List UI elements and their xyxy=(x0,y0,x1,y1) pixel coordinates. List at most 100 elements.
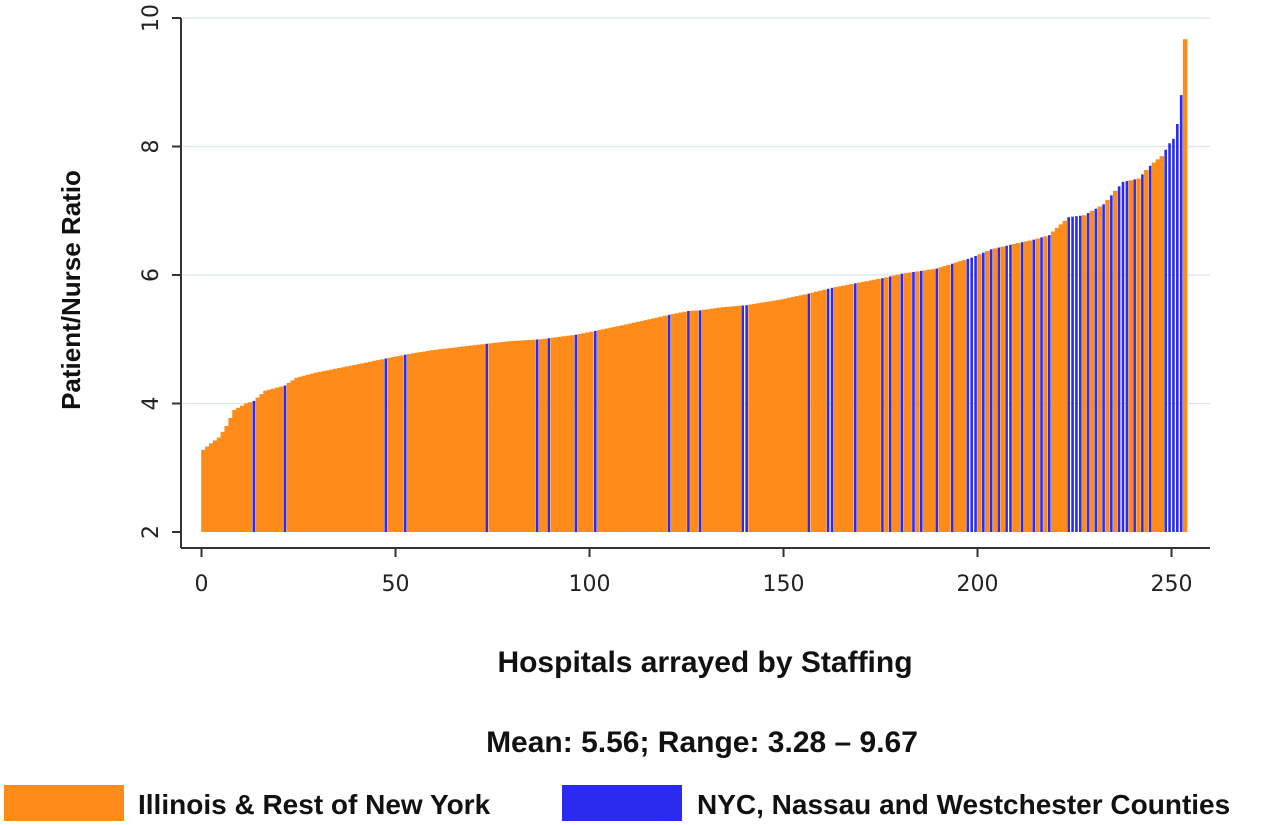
bar-hospital-100 xyxy=(585,332,590,532)
bar-hospital-135 xyxy=(721,307,726,533)
chart-subtitle: Mean: 5.56; Range: 3.28 – 9.67 xyxy=(486,726,918,759)
bar-nyc-hospital-14 xyxy=(252,400,256,532)
bar-hospital-12 xyxy=(243,403,249,532)
bar-hospital-114 xyxy=(639,320,645,532)
bar-nyc-hospital-224 xyxy=(1067,217,1070,533)
bar-nyc-hospital-126 xyxy=(687,310,690,532)
bar-hospital-156 xyxy=(802,294,808,532)
bar-hospital-98 xyxy=(577,333,583,532)
bar-hospital-35 xyxy=(333,368,338,532)
bar-hospital-234 xyxy=(1105,199,1110,532)
bar-hospital-77 xyxy=(496,342,501,532)
bar-hospital-28 xyxy=(305,374,311,532)
bar-hospital-165 xyxy=(837,286,842,532)
bar-hospital-210 xyxy=(1012,243,1017,532)
bar-hospital-172 xyxy=(864,281,870,532)
bar-hospital-15 xyxy=(255,397,260,532)
y-tick-label-4: 4 xyxy=(139,397,164,411)
bar-nyc-hospital-178 xyxy=(888,276,892,532)
bar-hospital-56 xyxy=(414,352,420,532)
bar-hospital-155 xyxy=(798,295,804,532)
bar-nyc-hospital-97 xyxy=(574,334,578,532)
legend-swatch-blue xyxy=(562,785,682,821)
bar-hospital-109 xyxy=(620,325,625,532)
bar-hospital-124 xyxy=(678,312,683,532)
bar-nyc-hospital-202 xyxy=(982,252,985,532)
bar-hospital-19 xyxy=(271,388,276,532)
bar-hospital-112 xyxy=(631,322,637,532)
x-ticks: 0 50 100 150 200 250 xyxy=(195,548,1193,597)
bar-hospital-91 xyxy=(550,337,555,532)
y-tick-label-8: 8 xyxy=(139,140,164,154)
bar-hospital-41 xyxy=(356,364,361,532)
bar-nyc-hospital-102 xyxy=(594,330,597,532)
bar-hospital-174 xyxy=(872,279,877,532)
bar-hospital-154 xyxy=(794,296,800,532)
bar-nyc-hospital-199 xyxy=(970,257,973,532)
bar-hospital-153 xyxy=(790,296,796,532)
bar-hospital-71 xyxy=(472,345,478,532)
bar-hospital-170 xyxy=(856,282,862,532)
bar-hospital-213 xyxy=(1023,241,1029,532)
bar-hospital-3 xyxy=(208,443,214,532)
bar-hospital-164 xyxy=(833,287,839,532)
bar-hospital-105 xyxy=(604,328,610,532)
bar-hospital-17 xyxy=(263,390,268,532)
bar-hospital-107 xyxy=(612,326,617,532)
bar-hospital-20 xyxy=(274,387,280,532)
bar-hospital-228 xyxy=(1081,215,1087,532)
y-axis-label: Patient/Nurse Ratio xyxy=(56,170,86,410)
bar-hospital-118 xyxy=(655,317,660,532)
bar-hospital-142 xyxy=(748,304,753,532)
bar-hospital-123 xyxy=(674,313,680,532)
bar-hospital-16 xyxy=(259,394,264,532)
bar-hospital-34 xyxy=(329,369,334,532)
y-tick-label-10: 10 xyxy=(139,4,164,32)
bar-nyc-hospital-251 xyxy=(1172,138,1175,533)
bar-hospital-38 xyxy=(344,366,350,532)
bar-hospital-189 xyxy=(930,269,936,532)
bar-hospital-132 xyxy=(709,308,714,532)
bar-hospital-37 xyxy=(340,367,346,532)
bar-hospital-60 xyxy=(430,350,435,532)
bar-hospital-246 xyxy=(1151,162,1157,532)
bar-hospital-138 xyxy=(732,306,738,532)
x-tick-label-200: 200 xyxy=(957,572,999,597)
bar-hospital-26 xyxy=(298,376,303,532)
bar-hospital-128 xyxy=(693,310,699,532)
bar-hospital-139 xyxy=(736,305,742,532)
bar-nyc-hospital-253 xyxy=(1179,95,1183,532)
bars xyxy=(201,39,1188,533)
bar-hospital-175 xyxy=(876,278,881,532)
bar-hospital-61 xyxy=(434,349,439,532)
bar-hospital-62 xyxy=(437,349,443,532)
bar-hospital-211 xyxy=(1016,243,1021,532)
bar-hospital-7 xyxy=(224,425,229,532)
bar-hospital-50 xyxy=(391,356,396,532)
bar-hospital-108 xyxy=(616,326,621,532)
bar-hospital-221 xyxy=(1054,227,1060,532)
axes xyxy=(180,18,1210,549)
bar-hospital-120 xyxy=(662,315,668,532)
bar-hospital-195 xyxy=(953,262,959,532)
bar-hospital-145 xyxy=(759,302,765,532)
bar-hospital-10 xyxy=(236,407,241,532)
bar-nyc-hospital-129 xyxy=(698,310,702,532)
bar-hospital-54 xyxy=(406,354,412,532)
bar-hospital-207 xyxy=(1000,246,1005,532)
bar-hospital-232 xyxy=(1097,206,1102,532)
bar-nyc-hospital-140 xyxy=(741,305,745,532)
bar-hospital-27 xyxy=(302,375,307,532)
bar-hospital-185 xyxy=(915,271,920,532)
bar-hospital-242 xyxy=(1136,178,1141,533)
bar-hospital-8 xyxy=(228,417,233,532)
bar-hospital-13 xyxy=(247,402,253,532)
bar-hospital-96 xyxy=(569,335,575,532)
bar-hospital-113 xyxy=(635,321,641,532)
y-tick-label-6: 6 xyxy=(139,268,164,282)
bar-nyc-hospital-229 xyxy=(1086,213,1090,532)
bar-hospital-149 xyxy=(775,300,780,532)
bar-nyc-hospital-225 xyxy=(1071,216,1074,532)
bar-hospital-4 xyxy=(212,440,218,532)
bar-hospital-130 xyxy=(701,309,707,532)
